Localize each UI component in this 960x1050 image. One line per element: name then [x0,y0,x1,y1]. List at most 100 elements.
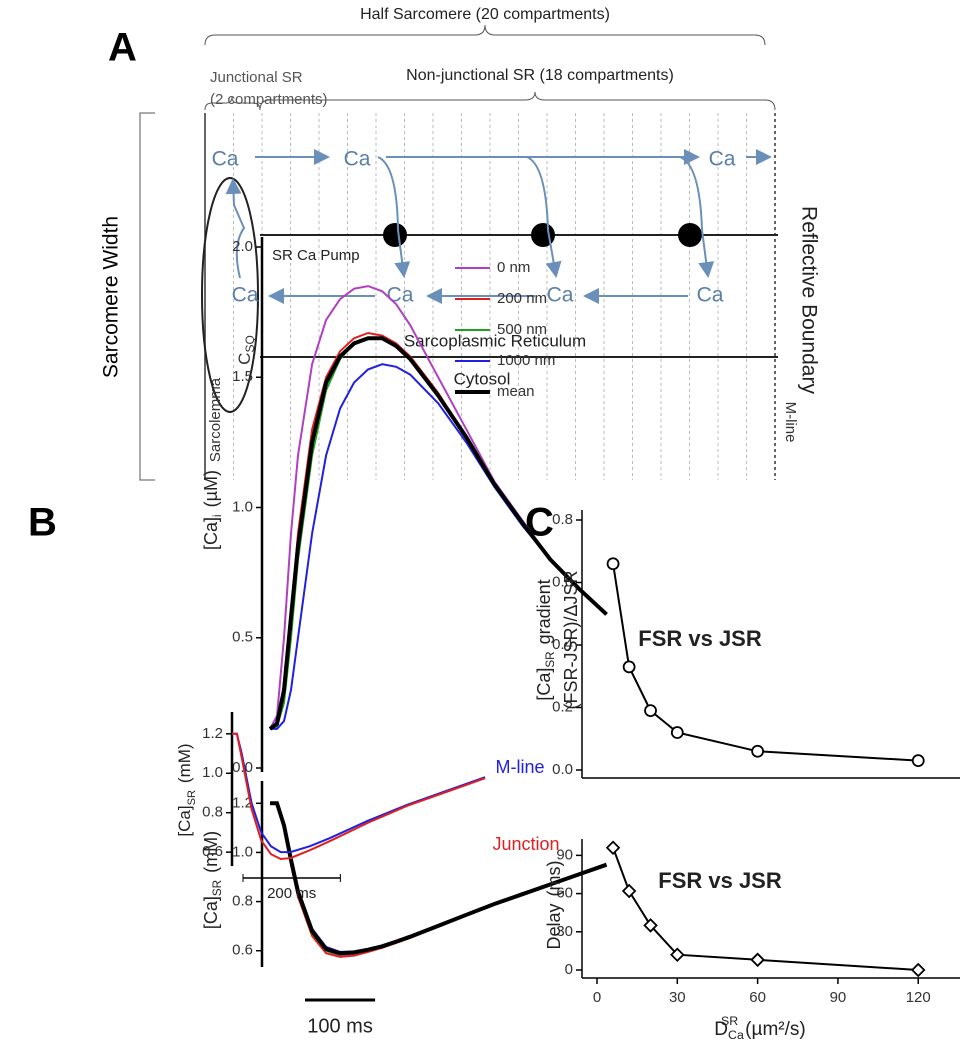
label: Junctional SR [210,69,303,86]
brace [204,24,766,46]
compartment-lines [233,113,747,480]
marker [644,704,657,718]
diagram-title: Half Sarcomere (20 compartments) [360,6,610,23]
legend-label: mean [497,383,535,400]
arrow [679,156,715,278]
axis-label: (FSR-JSR)/ΔJSR [561,570,581,709]
marker [643,918,658,933]
axis-label: Ca [728,1028,744,1042]
y-tick-label: 1.0 [202,764,223,781]
series-line [232,732,486,854]
axis-label: SR [721,1014,738,1028]
marker [750,952,765,968]
axis-label: D [714,1019,728,1040]
panel-label: B [28,501,57,545]
marker [910,962,926,978]
marker [605,840,621,855]
y-tick-label: 0.0 [552,761,573,778]
label: Sarcomere Width [100,216,123,378]
y-tick-label: 90 [556,846,573,863]
legend-label: 1000 nm [497,352,555,369]
series-line [270,801,608,956]
y-tick-label: 2.0 [232,238,253,255]
marker [911,754,925,768]
annotation: FSR vs JSR [658,868,782,893]
axis-label: [Ca] [201,896,221,929]
axis-label: SR [544,651,557,667]
y-tick-label: 0.8 [202,804,223,821]
pump [531,223,555,247]
axis-label: [Ca] [534,668,554,701]
y-tick-label: 0.6 [552,573,573,590]
marker [621,883,637,899]
legend-label: 200 nm [497,290,547,307]
marker [606,557,620,571]
legend-label: 0 nm [497,259,530,276]
axis-label: (µM) [201,470,221,507]
axis-label: Delay [544,903,564,949]
axis-label: SR [186,790,198,805]
y-tick-label: 1.0 [232,843,253,860]
y-tick-label: 0.2 [552,698,573,715]
arrow [225,178,246,279]
y-tick-label: 1.2 [202,725,223,742]
series-line [612,563,919,762]
label: Sarcolemma [207,377,224,462]
marker [622,660,636,674]
label: C [235,353,254,365]
y-tick-label: 30 [556,923,573,940]
x-tick-label: 30 [669,989,686,1006]
pump [383,223,407,247]
axis-label: [Ca] [175,805,194,836]
panel-label: A [108,26,137,70]
panel-label: C [525,501,554,545]
label: SQ [243,335,257,352]
y-tick-label: 1.5 [232,368,253,385]
y-tick-label: 0.8 [232,893,253,910]
marker [670,947,685,962]
bracket [139,112,155,481]
y-tick-label: 0.8 [552,511,573,528]
x-tick-label: 90 [830,989,847,1006]
axis-label: (mM) [201,831,221,873]
ca-label: Ca [697,284,724,307]
legend-label: 500 nm [497,321,547,338]
y-tick-label: 0 [565,961,573,978]
y-tick-label: 0.5 [232,629,253,646]
axis-label: (µm²/s) [745,1019,806,1040]
axis-label: i [211,514,224,517]
label: CSQ [235,335,257,365]
axis-label: [Ca]SR (mM) [175,743,197,836]
ca-label: Ca [387,284,414,307]
marker [670,726,684,739]
ca-label: Ca [212,148,239,171]
marker [751,744,765,758]
y-tick-label: 0.6 [202,843,223,860]
label: Cytosol [454,369,511,388]
axis-label: gradient [534,579,554,644]
axis-label: [Ca]SR (mM) [201,831,224,929]
series-label: M-line [495,757,544,777]
arrow [377,156,411,278]
y-tick-label: 0.4 [552,636,573,653]
y-tick-label: 0.0 [232,759,253,776]
diagram: A Half Sarcomere (20 compartments) Junct… [100,6,820,481]
axis-label: SR [211,880,224,896]
pump [678,223,702,247]
axis-label: (mM) [175,743,194,783]
ca-label: Ca [709,148,736,171]
brace [204,96,261,111]
x-tick-label: 60 [749,989,766,1006]
label: Reflective Boundary [797,206,820,394]
series-label: Junction [492,834,559,854]
axis-label: DCaSR (µm²/s) [714,1014,805,1042]
axis-label: (ms) [544,860,564,896]
axis-label: [Ca] [201,517,221,550]
label: SR Ca Pump [272,247,360,264]
label: (2 compartments) [210,91,328,108]
axis-label: [Ca]SR gradient [534,579,557,700]
arrow [526,156,562,278]
y-tick-label: 60 [556,885,573,902]
label: Non-junctional SR (18 compartments) [406,67,674,84]
